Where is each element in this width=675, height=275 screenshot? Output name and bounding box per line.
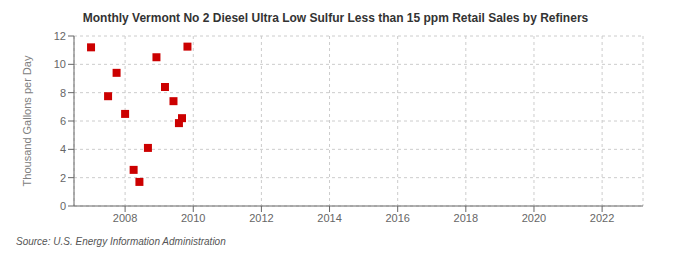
svg-text:2012: 2012 <box>249 212 273 224</box>
svg-text:2: 2 <box>60 172 66 184</box>
svg-text:2008: 2008 <box>113 212 137 224</box>
svg-text:2020: 2020 <box>522 212 546 224</box>
html-text:Monthly Vermont No 2 Diesel Ul: Monthly Vermont No 2 Diesel Ultra Low Su… <box>82 11 589 25</box>
svg-text:Thousand Gallons per Day: Thousand Gallons per Day <box>21 55 33 186</box>
html-text:Source: U.S. Energy Informatio: Source: U.S. Energy Information Administ… <box>16 236 226 247</box>
svg-text:12: 12 <box>54 30 66 42</box>
svg-text:4: 4 <box>60 143 66 155</box>
svg-text:2018: 2018 <box>454 212 478 224</box>
svg-text:2010: 2010 <box>181 212 205 224</box>
svg-text:8: 8 <box>60 87 66 99</box>
svg-text:10: 10 <box>54 58 66 70</box>
svg-text:2022: 2022 <box>590 212 614 224</box>
svg-text:2014: 2014 <box>317 212 341 224</box>
svg-text:6: 6 <box>60 115 66 127</box>
svg-text:0: 0 <box>60 200 66 212</box>
svg-text:2016: 2016 <box>385 212 409 224</box>
